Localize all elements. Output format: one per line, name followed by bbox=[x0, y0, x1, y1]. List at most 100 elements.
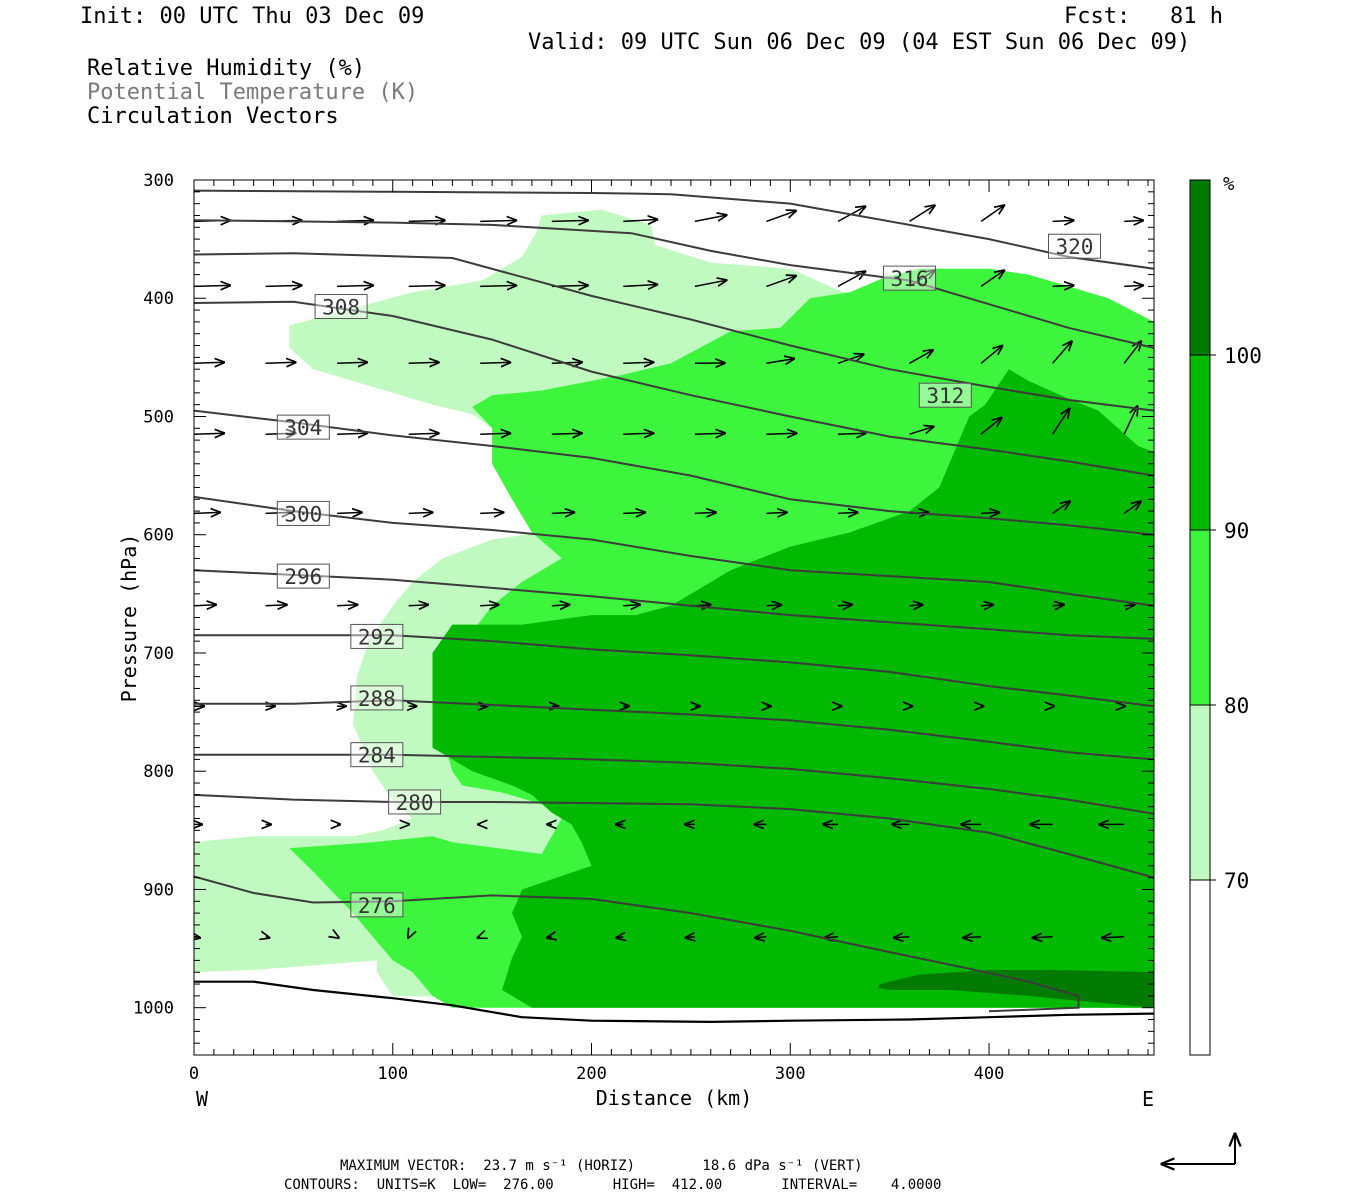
circulation-vector bbox=[980, 205, 1004, 223]
theta-contour-292 bbox=[194, 634, 1154, 708]
contour-label-284: 284 bbox=[358, 744, 396, 768]
contours-footer: CONTOURS: UNITS=K LOW= 276.00 HIGH= 412.… bbox=[284, 1177, 942, 1193]
contour-label-276: 276 bbox=[358, 894, 396, 918]
circulation-vector bbox=[480, 220, 516, 221]
theta-contour-280 bbox=[194, 793, 1154, 879]
circulation-vector bbox=[1052, 285, 1074, 286]
contour-label-304: 304 bbox=[284, 416, 322, 440]
circulation-vector bbox=[265, 362, 296, 363]
circulation-vector bbox=[408, 362, 439, 363]
contour-label-308: 308 bbox=[322, 296, 360, 320]
west-label: W bbox=[196, 1087, 209, 1111]
circulation-vector bbox=[265, 605, 287, 606]
circulation-vector bbox=[408, 220, 445, 221]
y-tick-label: 1000 bbox=[133, 999, 174, 1019]
reference-vector bbox=[1162, 1134, 1235, 1164]
contour-label-316: 316 bbox=[891, 267, 929, 291]
theta-contour-300 bbox=[194, 495, 1154, 607]
colorbar-label: 90 bbox=[1224, 519, 1249, 543]
contour-label-box-300 bbox=[276, 500, 330, 526]
contour-label-box-304 bbox=[276, 414, 330, 440]
y-tick-label: 600 bbox=[143, 526, 174, 546]
colorbar-band bbox=[1189, 879, 1211, 1056]
circulation-vector bbox=[480, 512, 503, 513]
circulation-vector bbox=[686, 937, 695, 938]
circulation-vector bbox=[1123, 406, 1137, 435]
colorbar-band bbox=[1189, 529, 1211, 706]
circulation-vector bbox=[551, 605, 570, 606]
field-rh-title: Relative Humidity (%) bbox=[87, 56, 366, 81]
circulation-vector bbox=[337, 605, 357, 606]
circulation-vector bbox=[623, 362, 653, 363]
colorbar-band bbox=[1189, 704, 1211, 881]
theta-contour-276 bbox=[194, 875, 1080, 1013]
circulation-vector bbox=[337, 362, 367, 363]
circulation-vector bbox=[909, 205, 935, 223]
circulation-vector bbox=[408, 605, 428, 606]
circulation-vector bbox=[837, 354, 864, 365]
circulation-vector bbox=[1051, 409, 1070, 435]
circulation-vector bbox=[408, 285, 445, 286]
circulation-vector bbox=[265, 285, 302, 286]
contour-label-box-276 bbox=[350, 892, 404, 918]
circulation-vector bbox=[623, 433, 653, 434]
circulation-vector bbox=[408, 512, 433, 513]
contour-label-280: 280 bbox=[396, 791, 434, 815]
circulation-vector bbox=[909, 350, 933, 364]
circulation-vector bbox=[337, 512, 362, 513]
colorbar-label: 100 bbox=[1224, 344, 1262, 368]
circulation-vector bbox=[623, 220, 657, 222]
max-vector-footer: MAXIMUM VECTOR: 23.7 m s⁻¹ (HORIZ) 18.6 … bbox=[340, 1158, 863, 1174]
contour-label-box-292 bbox=[350, 623, 404, 649]
circulation-vector bbox=[1124, 285, 1143, 286]
colorbar-label: 70 bbox=[1224, 869, 1249, 893]
y-tick-label: 900 bbox=[143, 880, 174, 900]
circulation-vector bbox=[337, 937, 339, 938]
circulation-vector bbox=[408, 433, 439, 434]
rh-band-100 bbox=[877, 969, 1154, 1008]
circulation-vector bbox=[551, 220, 588, 221]
contour-label-288: 288 bbox=[358, 687, 396, 711]
x-tick-label: 200 bbox=[576, 1064, 607, 1084]
theta-contour-320 bbox=[194, 189, 1154, 270]
terrain-line bbox=[194, 980, 1154, 1024]
x-tick-label: 300 bbox=[775, 1064, 806, 1084]
circulation-vector bbox=[408, 937, 409, 938]
circulation-vector bbox=[909, 427, 934, 435]
circulation-vector bbox=[766, 433, 796, 434]
rh-band-90 bbox=[432, 369, 1154, 1008]
circulation-vector bbox=[766, 211, 796, 223]
contour-label-box-288 bbox=[350, 685, 404, 711]
circulation-vector bbox=[265, 433, 296, 434]
circulation-vector bbox=[694, 215, 727, 223]
circulation-vector bbox=[551, 433, 582, 434]
init-time: Init: 00 UTC Thu 03 Dec 09 bbox=[80, 4, 425, 29]
circulation-vector bbox=[547, 937, 552, 938]
circulation-vector bbox=[194, 512, 220, 513]
circulation-vector bbox=[1123, 501, 1141, 515]
circulation-vector bbox=[480, 605, 498, 606]
y-tick-label: 300 bbox=[143, 171, 174, 191]
colorbar-unit: % bbox=[1223, 173, 1235, 195]
contour-label-box-296 bbox=[276, 563, 330, 589]
circulation-vector bbox=[623, 512, 645, 513]
circulation-vector bbox=[478, 937, 481, 938]
circulation-vector bbox=[265, 512, 291, 513]
colorbar-label: 80 bbox=[1224, 694, 1249, 718]
circulation-vector bbox=[623, 285, 657, 287]
circulation-vector bbox=[981, 605, 993, 606]
circulation-vector bbox=[766, 276, 796, 288]
y-tick-label: 500 bbox=[143, 407, 174, 427]
circulation-vector bbox=[616, 937, 623, 938]
circulation-vector bbox=[766, 512, 786, 513]
contour-label-box-280 bbox=[388, 789, 442, 815]
circulation-vector bbox=[337, 433, 367, 434]
x-tick-label: 400 bbox=[974, 1064, 1005, 1084]
valid-time: Valid: 09 UTC Sun 06 Dec 09 (04 EST Sun … bbox=[528, 30, 1191, 55]
x-tick-label: 100 bbox=[377, 1064, 408, 1084]
theta-contour-312 bbox=[194, 252, 1154, 412]
circulation-vector bbox=[837, 605, 852, 606]
circulation-vector bbox=[551, 512, 574, 513]
circulation-vector bbox=[694, 512, 716, 513]
theta-contour-316 bbox=[194, 219, 1154, 349]
